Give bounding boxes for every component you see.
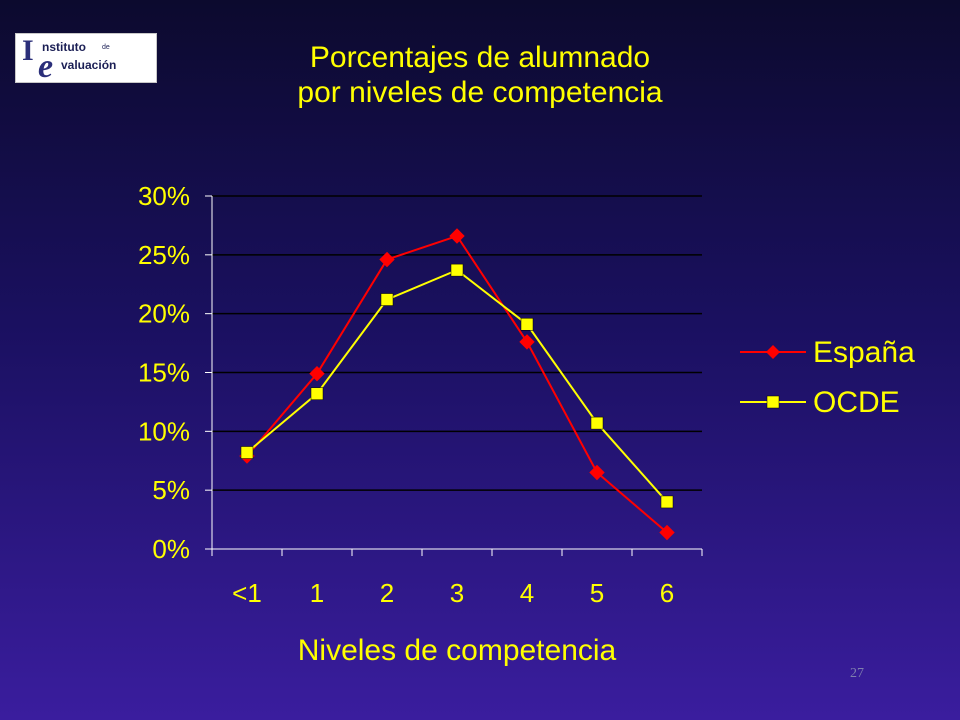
data-point-ocde — [310, 387, 324, 400]
data-point-ocde — [380, 293, 394, 306]
series-line-espana — [246, 234, 668, 534]
x-tick-label: 4 — [520, 578, 534, 608]
x-axis-label: Niveles de competencia — [298, 634, 617, 667]
legend-marker-espana — [766, 345, 780, 359]
y-tick-label: 5% — [152, 475, 190, 505]
y-tick-label: 15% — [138, 358, 190, 388]
x-tick-label: 3 — [450, 578, 464, 608]
x-tick-label: 1 — [310, 578, 324, 608]
x-tick-label: 6 — [660, 578, 674, 608]
data-point-ocde — [450, 263, 464, 277]
y-tick-label: 0% — [152, 534, 190, 564]
data-point-espana — [449, 228, 465, 244]
data-point-espana — [659, 524, 675, 541]
legend-marker-ocde — [766, 395, 780, 409]
data-point-ocde — [660, 495, 674, 509]
data-point-espana — [519, 334, 535, 350]
data-point-ocde — [520, 318, 534, 331]
data-point-ocde — [590, 416, 604, 430]
series-line-ocde — [246, 268, 668, 503]
data-point-espana — [309, 365, 325, 382]
y-tick-label: 20% — [138, 299, 190, 329]
x-tick-label: 2 — [380, 578, 394, 608]
x-tick-label: 5 — [590, 578, 604, 608]
slide-title-line-1: Porcentajes de alumnado — [309, 41, 651, 74]
slide-title-line-2: por niveles de competencia — [297, 76, 663, 109]
data-point-ocde — [240, 446, 254, 459]
data-point-espana — [589, 464, 605, 481]
legend-label: España — [813, 336, 915, 369]
instituto-evaluacion-logo: I nstituto de e valuación — [15, 33, 157, 85]
y-tick-label: 25% — [138, 240, 190, 270]
slide-title: Porcentajes de alumnado por niveles de c… — [200, 40, 760, 110]
y-tick-label: 10% — [138, 416, 190, 446]
legend-label: OCDE — [813, 386, 900, 419]
page-number: 27 — [850, 666, 864, 681]
y-tick-label: 30% — [138, 181, 190, 211]
x-tick-label: <1 — [232, 578, 262, 608]
data-point-espana — [379, 251, 395, 268]
